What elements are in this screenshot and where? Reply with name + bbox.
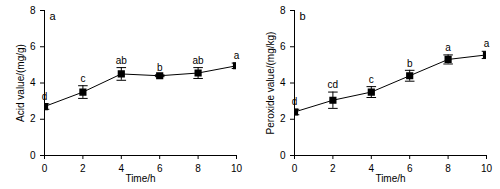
- svg-text:cd: cd: [328, 79, 339, 90]
- svg-text:Acid value/(mg/g): Acid value/(mg/g): [15, 44, 26, 122]
- svg-text:Time/h: Time/h: [375, 173, 405, 184]
- svg-text:b: b: [407, 58, 413, 69]
- svg-text:6: 6: [280, 41, 286, 52]
- svg-text:a: a: [445, 42, 451, 53]
- svg-text:a: a: [50, 10, 57, 22]
- svg-text:10: 10: [481, 163, 493, 174]
- svg-text:8: 8: [195, 163, 201, 174]
- svg-text:a: a: [234, 50, 240, 61]
- svg-text:Peroxide value/(mg/kg): Peroxide value/(mg/kg): [265, 32, 276, 135]
- svg-text:a: a: [484, 38, 490, 49]
- svg-text:Time/h: Time/h: [125, 173, 155, 184]
- svg-text:6: 6: [157, 163, 163, 174]
- svg-text:4: 4: [30, 77, 36, 88]
- svg-text:ab: ab: [193, 55, 205, 66]
- svg-text:b: b: [157, 62, 163, 73]
- svg-text:8: 8: [280, 5, 286, 16]
- svg-text:0: 0: [292, 163, 298, 174]
- svg-text:2: 2: [30, 113, 36, 124]
- svg-text:0: 0: [42, 163, 48, 174]
- svg-text:0: 0: [280, 150, 286, 161]
- svg-text:2: 2: [330, 163, 336, 174]
- svg-text:c: c: [369, 74, 374, 85]
- svg-text:6: 6: [407, 163, 413, 174]
- svg-text:10: 10: [231, 163, 243, 174]
- svg-text:6: 6: [30, 41, 36, 52]
- svg-text:d: d: [292, 96, 298, 107]
- svg-text:4: 4: [280, 77, 286, 88]
- svg-text:4: 4: [119, 163, 125, 174]
- svg-text:0: 0: [30, 150, 36, 161]
- svg-text:d: d: [42, 91, 48, 102]
- svg-text:c: c: [80, 73, 85, 84]
- svg-text:2: 2: [280, 113, 286, 124]
- svg-text:b: b: [300, 10, 306, 22]
- svg-text:ab: ab: [116, 55, 128, 66]
- svg-text:8: 8: [445, 163, 451, 174]
- svg-text:2: 2: [80, 163, 86, 174]
- svg-text:4: 4: [369, 163, 375, 174]
- svg-text:8: 8: [30, 5, 36, 16]
